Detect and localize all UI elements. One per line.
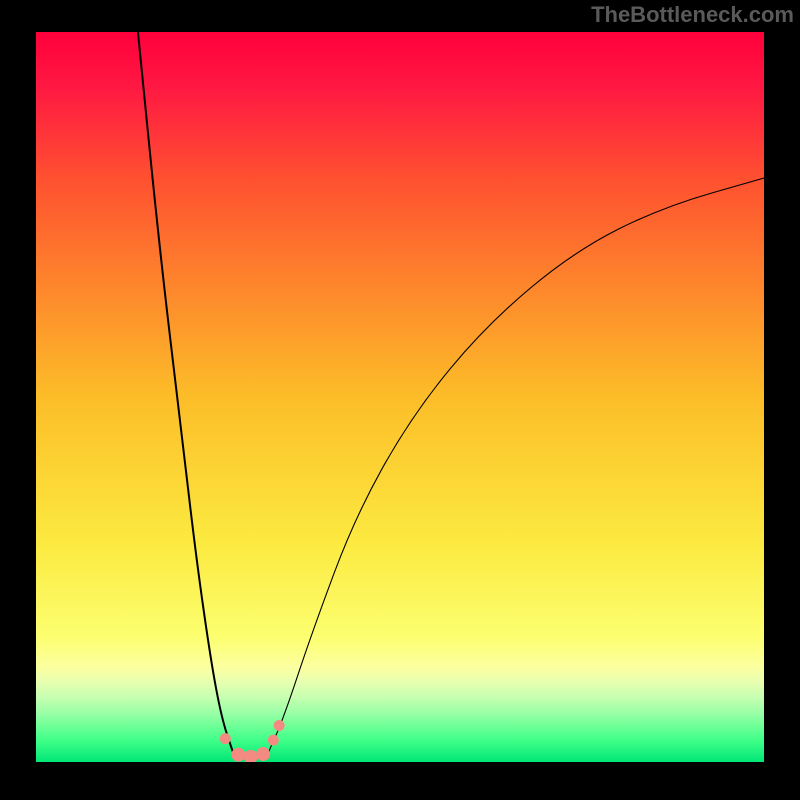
bottleneck-chart	[0, 0, 800, 800]
marker-dot	[257, 747, 270, 760]
plot-background	[36, 32, 764, 762]
marker-dot	[268, 735, 278, 745]
marker-dot	[232, 748, 245, 761]
marker-dot	[220, 734, 230, 744]
watermark-text: TheBottleneck.com	[591, 2, 794, 28]
marker-dot	[274, 721, 284, 731]
marker-dot	[244, 750, 257, 763]
